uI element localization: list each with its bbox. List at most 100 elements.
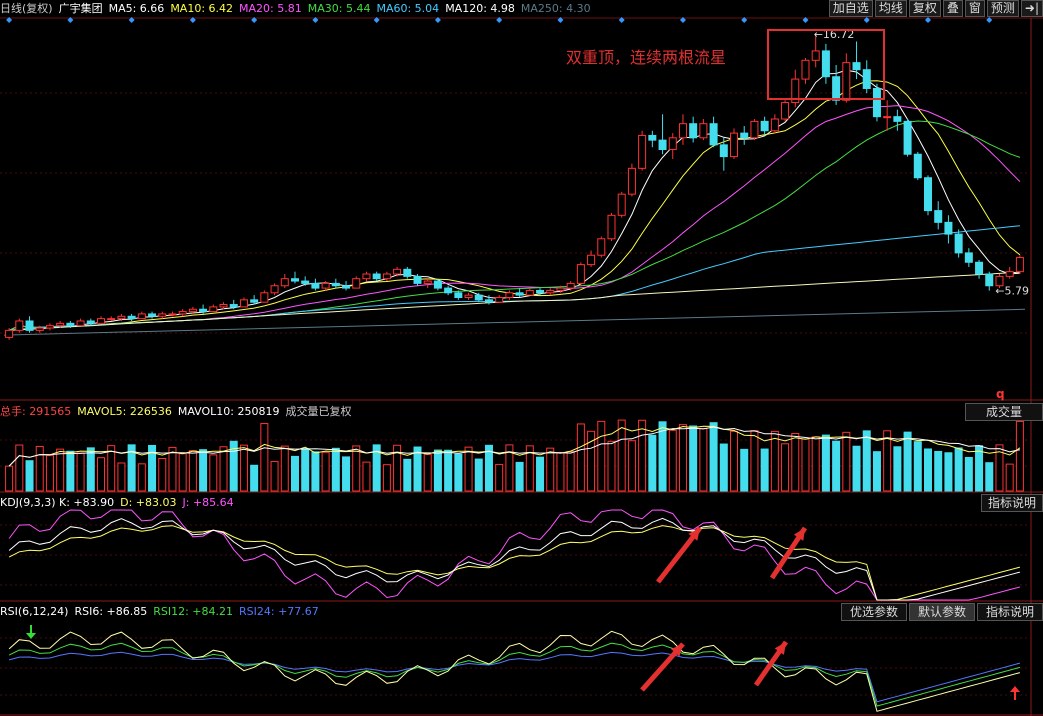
- candle-body-64: [658, 139, 667, 151]
- volume-bar-41: [423, 453, 432, 492]
- rsi-red-marker: [1010, 686, 1020, 700]
- candle-body-99: [1015, 257, 1024, 273]
- candle-body-88: [903, 120, 912, 155]
- volume-bar-71: [730, 430, 739, 492]
- candle-body-40: [413, 275, 422, 284]
- candle-body-52: [536, 289, 545, 294]
- toolbar-button-3[interactable]: 叠: [942, 0, 963, 17]
- stock-name: 广宇集团: [58, 2, 103, 15]
- candle-body-51: [525, 289, 534, 296]
- volume-bar-15: [158, 458, 167, 492]
- candle-body-13: [137, 313, 146, 320]
- ma-labels: MA5: 6.66 MA10: 6.42 MA20: 5.81 MA30: 5.44 M…: [109, 2, 597, 15]
- volume-bar-5: [56, 448, 65, 492]
- signal-diamond-66: [679, 17, 686, 23]
- toolbar-button-1[interactable]: 均线: [874, 0, 907, 17]
- toolbar-button-6[interactable]: ➜|: [1020, 0, 1043, 17]
- candle-body-96: [985, 273, 994, 287]
- candle-body-3: [35, 327, 44, 331]
- volume-bar-12: [127, 444, 136, 492]
- toolbar-button-2[interactable]: 复权: [908, 0, 941, 17]
- candle-body-7: [76, 320, 85, 327]
- kdj-legend-item-1: D: +83.03: [120, 495, 177, 509]
- volume-bar-32: [331, 447, 340, 492]
- kdj-arrow-2-head: [793, 528, 805, 541]
- volume-bar-85: [872, 451, 881, 492]
- candle-body-5: [56, 322, 65, 327]
- volume-indicator-button[interactable]: 成交量: [965, 403, 1043, 421]
- candle-body-42: [433, 280, 442, 289]
- candle-body-35: [362, 273, 371, 280]
- candle-body-31: [321, 282, 330, 289]
- volume-bar-94: [964, 456, 973, 492]
- volume-bar-51: [525, 445, 534, 492]
- volume-bar-61: [627, 440, 636, 492]
- candle-body-91: [934, 210, 943, 223]
- volume-bar-42: [433, 449, 442, 492]
- volume-bar-19: [199, 449, 208, 492]
- candle-body-93: [954, 233, 963, 254]
- period-label[interactable]: 日线(复权): [0, 2, 53, 15]
- volume-bar-73: [750, 430, 759, 492]
- candle-body-11: [117, 315, 126, 320]
- candle-body-87: [893, 116, 902, 122]
- signal-diamond-96: [986, 17, 993, 23]
- ma5-line: [8, 69, 1020, 331]
- volume-bar-6: [66, 450, 75, 492]
- candle-body-39: [403, 268, 412, 277]
- rsi-button-1[interactable]: 默认参数: [908, 603, 975, 621]
- volume-bar-38: [393, 444, 402, 492]
- vol-legend-item-3: 成交量已复权: [285, 405, 352, 418]
- candle-body-41: [423, 280, 432, 284]
- ma120-line: [9, 271, 1020, 331]
- volume-bar-93: [954, 447, 963, 492]
- volume-bar-17: [178, 453, 187, 492]
- volume-bar-11: [117, 462, 126, 492]
- signal-diamond-36: [373, 17, 380, 23]
- signal-diamond-60: [618, 17, 625, 23]
- toolbar-button-5[interactable]: 预测: [986, 0, 1019, 17]
- rsi-line-1: [8, 642, 1021, 707]
- rsi-green-marker: [26, 625, 36, 639]
- signal-diamond-90: [925, 17, 932, 23]
- candle-body-98: [1005, 271, 1014, 277]
- volume-bar-89: [913, 441, 922, 492]
- volume-bar-67: [689, 425, 698, 492]
- candle-body-84: [862, 69, 871, 89]
- volume-bar-33: [342, 456, 351, 492]
- candle-body-57: [587, 254, 596, 266]
- candle-body-36: [372, 273, 381, 280]
- corner-mark: q: [996, 387, 1005, 401]
- candle-body-85: [872, 87, 881, 118]
- candle-body-44: [454, 292, 463, 298]
- volume-bar-96: [985, 462, 994, 492]
- kdj-legend-item-2: J: +85.64: [182, 495, 234, 509]
- toolbar-button-4[interactable]: 窗: [964, 0, 985, 17]
- candle-body-55: [566, 282, 575, 289]
- rsi-button-0[interactable]: 优选参数: [840, 603, 907, 621]
- volume-bar-26: [270, 461, 279, 492]
- price-legend: 日线(复权) 广宇集团 MA5: 6.66 MA10: 6.42 MA20: 5.8…: [0, 0, 603, 16]
- rsi-button-2[interactable]: 指标说明: [976, 603, 1043, 621]
- volume-bar-20: [209, 454, 218, 492]
- volume-bar-13: [137, 463, 146, 492]
- candle-body-18: [188, 308, 197, 313]
- volume-bar-49: [505, 444, 514, 492]
- kdj-legend-item-0: KDJ(9,3,3) K: +83.90: [0, 495, 115, 509]
- volume-bar-16: [168, 446, 177, 492]
- volume-bar-59: [607, 440, 616, 492]
- volume-bar-77: [791, 433, 800, 492]
- candle-body-24: [250, 299, 259, 303]
- vol-legend-item-1: MAVOL5: 226536: [77, 404, 172, 418]
- volume-bar-68: [699, 428, 708, 492]
- volume-bar-81: [832, 440, 841, 492]
- rsi-line-0: [8, 651, 1021, 703]
- toolbar-button-0[interactable]: 加自选: [828, 0, 873, 17]
- volume-bar-88: [903, 431, 912, 492]
- candle-body-53: [546, 289, 555, 294]
- volume-bar-21: [219, 446, 228, 492]
- kdj-help-button[interactable]: 指标说明: [980, 494, 1043, 512]
- volume-bar-65: [668, 429, 677, 492]
- rsi-buttons: 优选参数 默认参数 指标说明: [839, 603, 1043, 621]
- volume-bar-98: [1005, 463, 1014, 492]
